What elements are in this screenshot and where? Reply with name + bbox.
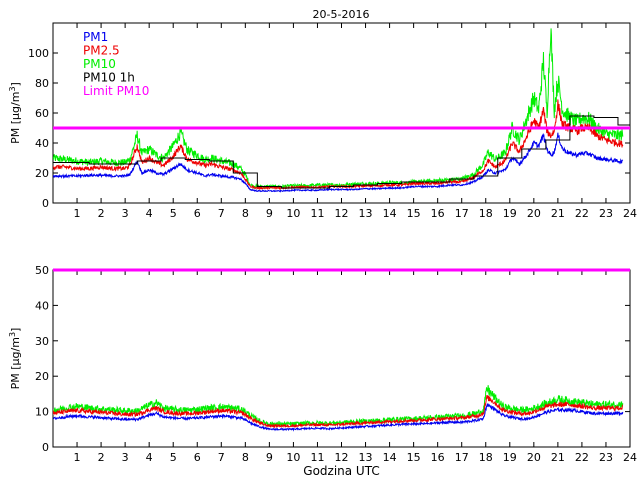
y-tick-label: 40 bbox=[35, 299, 49, 312]
y-tick-label: 60 bbox=[35, 107, 49, 120]
y-tick-label: 20 bbox=[35, 370, 49, 383]
plot-area-0 bbox=[53, 28, 630, 193]
legend-entry: PM2.5 bbox=[83, 44, 120, 58]
x-tick-label: 9 bbox=[266, 451, 273, 464]
y-tick-label: 0 bbox=[42, 441, 49, 454]
x-tick-label: 5 bbox=[170, 451, 177, 464]
x-tick-label: 15 bbox=[407, 451, 421, 464]
x-tick-label: 4 bbox=[146, 451, 153, 464]
x-tick-label: 6 bbox=[194, 207, 201, 220]
x-tick-label: 20 bbox=[527, 451, 541, 464]
y-axis-label: PM [µg/m3] bbox=[8, 82, 22, 144]
y-tick-label: 80 bbox=[35, 77, 49, 90]
y-tick-label: 0 bbox=[42, 197, 49, 210]
x-tick-label: 13 bbox=[359, 207, 373, 220]
series-line-pm10-1h bbox=[53, 115, 630, 189]
x-tick-label: 10 bbox=[286, 451, 300, 464]
plot-frame-1 bbox=[52, 269, 631, 448]
x-tick-label: 24 bbox=[623, 451, 637, 464]
x-tick-label: 16 bbox=[431, 207, 445, 220]
y-tick-label: 50 bbox=[35, 264, 49, 277]
x-tick-label: 11 bbox=[310, 451, 324, 464]
y-tick-label: 100 bbox=[28, 47, 49, 60]
legend-entry: Limit PM10 bbox=[83, 84, 149, 98]
x-tick-label: 19 bbox=[503, 207, 517, 220]
series-line-pm10 bbox=[53, 28, 624, 190]
legend-entry: PM1 bbox=[83, 30, 108, 44]
x-tick-label: 20 bbox=[527, 207, 541, 220]
x-tick-label: 2 bbox=[98, 207, 105, 220]
x-tick-label: 4 bbox=[146, 207, 153, 220]
x-tick-label: 22 bbox=[575, 451, 589, 464]
x-tick-label: 11 bbox=[310, 207, 324, 220]
x-tick-label: 6 bbox=[194, 451, 201, 464]
series-line-pm25 bbox=[53, 99, 624, 191]
x-tick-label: 21 bbox=[551, 207, 565, 220]
x-tick-label: 24 bbox=[623, 207, 637, 220]
x-tick-label: 12 bbox=[335, 207, 349, 220]
x-tick-label: 5 bbox=[170, 207, 177, 220]
plot-frame-0 bbox=[52, 22, 631, 204]
x-tick-label: 13 bbox=[359, 451, 373, 464]
y-axis-label: PM [µg/m3] bbox=[8, 328, 22, 390]
x-tick-label: 8 bbox=[242, 451, 249, 464]
x-tick-label: 23 bbox=[599, 451, 613, 464]
x-tick-label: 14 bbox=[383, 207, 397, 220]
x-tick-label: 8 bbox=[242, 207, 249, 220]
x-tick-label: 21 bbox=[551, 451, 565, 464]
x-tick-label: 17 bbox=[455, 451, 469, 464]
x-tick-label: 7 bbox=[218, 207, 225, 220]
x-tick-label: 22 bbox=[575, 207, 589, 220]
x-tick-label: 23 bbox=[599, 207, 613, 220]
x-tick-label: 15 bbox=[407, 207, 421, 220]
x-tick-label: 16 bbox=[431, 451, 445, 464]
y-tick-label: 40 bbox=[35, 137, 49, 150]
y-tick-label: 20 bbox=[35, 167, 49, 180]
y-tick-label: 10 bbox=[35, 406, 49, 419]
plot-area-1 bbox=[53, 385, 624, 432]
legend-entry: PM10 1h bbox=[83, 71, 135, 85]
x-tick-label: 1 bbox=[74, 451, 81, 464]
series-line-pm10 bbox=[53, 385, 624, 427]
x-tick-label: 10 bbox=[286, 207, 300, 220]
series-line-pm1 bbox=[53, 402, 624, 432]
x-tick-label: 2 bbox=[98, 451, 105, 464]
x-tick-label: 12 bbox=[335, 451, 349, 464]
x-tick-label: 9 bbox=[266, 207, 273, 220]
x-tick-label: 18 bbox=[479, 207, 493, 220]
x-tick-label: 1 bbox=[74, 207, 81, 220]
series-line-pm1 bbox=[53, 132, 624, 193]
series-line-pm25 bbox=[53, 394, 623, 429]
x-tick-label: 18 bbox=[479, 451, 493, 464]
chart-title: 20-5-2016 bbox=[313, 8, 370, 21]
legend-entry: PM10 bbox=[83, 57, 116, 71]
y-tick-label: 30 bbox=[35, 335, 49, 348]
x-tick-label: 3 bbox=[122, 451, 129, 464]
x-tick-label: 17 bbox=[455, 207, 469, 220]
x-tick-label: 14 bbox=[383, 451, 397, 464]
x-tick-label: 7 bbox=[218, 451, 225, 464]
x-axis-label: Godzina UTC bbox=[303, 464, 379, 478]
x-tick-label: 19 bbox=[503, 451, 517, 464]
x-tick-label: 3 bbox=[122, 207, 129, 220]
